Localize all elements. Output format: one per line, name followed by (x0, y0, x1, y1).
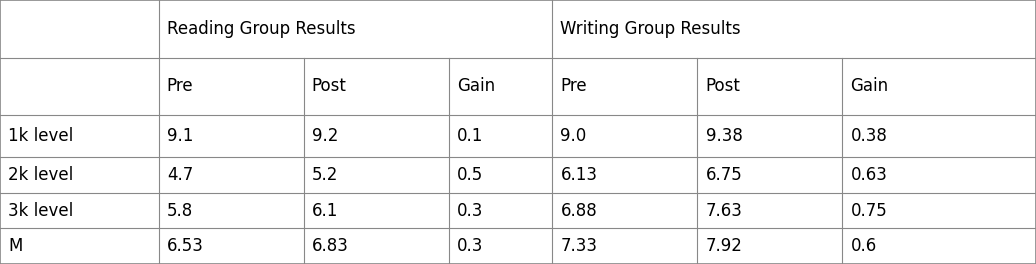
Text: 6.83: 6.83 (312, 237, 349, 255)
Text: 7.92: 7.92 (706, 237, 743, 255)
Text: Pre: Pre (560, 77, 587, 96)
Text: 0.3: 0.3 (457, 201, 483, 220)
Text: Writing Group Results: Writing Group Results (560, 20, 741, 38)
Text: M: M (8, 237, 23, 255)
Text: 6.1: 6.1 (312, 201, 338, 220)
Text: 5.2: 5.2 (312, 166, 338, 184)
Text: 0.1: 0.1 (457, 127, 483, 145)
Text: 4.7: 4.7 (167, 166, 193, 184)
Text: Gain: Gain (851, 77, 889, 96)
Text: 1k level: 1k level (8, 127, 74, 145)
Text: 0.75: 0.75 (851, 201, 887, 220)
Text: 6.13: 6.13 (560, 166, 598, 184)
Text: 5.8: 5.8 (167, 201, 193, 220)
Text: 0.6: 0.6 (851, 237, 876, 255)
Text: 2k level: 2k level (8, 166, 74, 184)
Text: 9.38: 9.38 (706, 127, 743, 145)
Text: 6.88: 6.88 (560, 201, 597, 220)
Text: 9.0: 9.0 (560, 127, 586, 145)
Text: 6.75: 6.75 (706, 166, 742, 184)
Text: 0.3: 0.3 (457, 237, 483, 255)
Text: 9.2: 9.2 (312, 127, 338, 145)
Text: Gain: Gain (457, 77, 495, 96)
Text: 3k level: 3k level (8, 201, 74, 220)
Text: 7.33: 7.33 (560, 237, 598, 255)
Text: 0.38: 0.38 (851, 127, 888, 145)
Text: Post: Post (706, 77, 741, 96)
Text: 7.63: 7.63 (706, 201, 743, 220)
Text: 0.63: 0.63 (851, 166, 888, 184)
Text: 0.5: 0.5 (457, 166, 483, 184)
Text: Reading Group Results: Reading Group Results (167, 20, 355, 38)
Text: Post: Post (312, 77, 347, 96)
Text: 9.1: 9.1 (167, 127, 193, 145)
Text: 6.53: 6.53 (167, 237, 204, 255)
Text: Pre: Pre (167, 77, 194, 96)
